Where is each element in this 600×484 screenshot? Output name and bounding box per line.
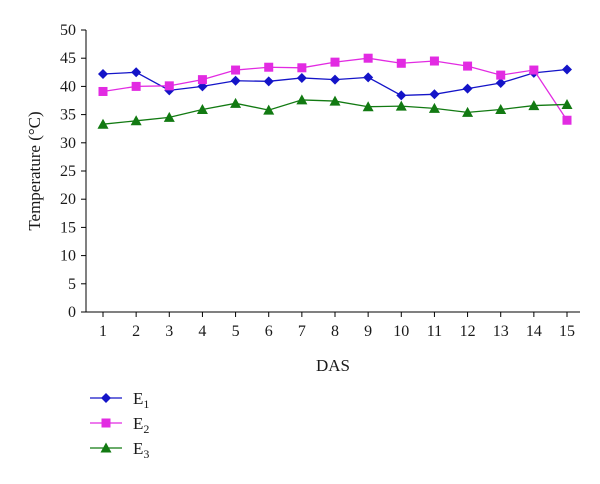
x-tick-label: 5 <box>232 323 240 340</box>
legend-marker <box>101 418 111 428</box>
legend-item-e3: E3 <box>90 439 149 461</box>
data-point <box>562 64 572 75</box>
data-point <box>395 100 407 111</box>
data-point <box>98 68 108 79</box>
x-tick-label: 6 <box>265 323 273 340</box>
legend-marker <box>101 393 111 403</box>
data-point <box>396 90 407 101</box>
legend-label: E1 <box>133 389 149 411</box>
data-point <box>196 104 208 115</box>
y-tick-label: 45 <box>60 50 76 67</box>
data-point <box>495 104 507 115</box>
series-e3 <box>97 94 573 129</box>
y-axis-title: Temperature (°C) <box>25 111 44 230</box>
y-tick-label: 40 <box>60 78 76 95</box>
y-axis-ticks: 0 5 10 15 20 25 30 35 40 45 50 <box>60 22 86 321</box>
series-e2 <box>98 53 572 125</box>
data-point <box>296 72 307 83</box>
x-tick-label: 2 <box>132 323 140 340</box>
data-point <box>130 115 142 126</box>
data-point <box>562 115 572 125</box>
data-point <box>231 65 241 75</box>
chart-axes: 1 2 3 4 5 6 7 8 9 10 11 12 13 14 15 051015202530354045… <box>60 22 580 340</box>
x-tick-label: 11 <box>427 323 442 340</box>
y-tick-label: 35 <box>60 107 76 124</box>
data-point <box>131 67 142 78</box>
data-point <box>495 78 506 89</box>
x-tick-label: 8 <box>331 323 339 340</box>
data-point <box>363 72 374 83</box>
data-point <box>330 74 340 85</box>
data-point <box>197 75 207 85</box>
y-tick-label: 50 <box>60 22 76 39</box>
data-point <box>396 58 406 68</box>
x-tick-label: 13 <box>493 323 509 340</box>
data-point <box>264 62 274 72</box>
legend: E1 E2 E3 <box>90 389 149 461</box>
series-layer <box>97 53 573 129</box>
data-point <box>528 100 540 111</box>
data-point <box>230 97 242 108</box>
data-point <box>496 70 506 80</box>
data-point <box>561 98 573 109</box>
data-point <box>428 102 440 113</box>
data-point <box>429 89 440 100</box>
data-point <box>462 106 474 117</box>
data-point <box>429 56 439 66</box>
x-axis-ticks: 1 2 3 4 5 6 7 8 9 10 11 12 13 14 15 <box>99 312 575 340</box>
data-point <box>363 53 373 63</box>
y-tick-label: 15 <box>60 219 76 236</box>
x-tick-label: 3 <box>165 323 173 340</box>
data-point <box>463 61 473 71</box>
x-tick-label: 12 <box>460 323 476 340</box>
data-point <box>263 104 275 115</box>
data-point <box>329 95 341 106</box>
data-point <box>230 75 241 86</box>
y-tick-label: 10 <box>60 248 76 265</box>
legend-label: E2 <box>133 414 149 436</box>
data-point <box>131 81 141 91</box>
x-tick-label: 7 <box>298 323 306 340</box>
data-point <box>263 76 274 87</box>
data-point <box>164 81 174 91</box>
data-point <box>297 63 307 73</box>
x-tick-label: 4 <box>198 323 206 340</box>
legend-label: E3 <box>133 439 149 461</box>
y-tick-label: 30 <box>60 135 76 152</box>
data-point <box>330 57 340 67</box>
series-e1 <box>98 64 572 101</box>
data-point <box>97 118 109 129</box>
data-point <box>462 83 473 94</box>
legend-item-e1: E1 <box>90 389 149 411</box>
x-tick-label: 15 <box>559 323 575 340</box>
x-tick-label: 10 <box>393 323 409 340</box>
x-axis-title: DAS <box>316 356 350 375</box>
x-tick-label: 1 <box>99 323 107 340</box>
data-point <box>163 111 175 122</box>
data-point <box>98 86 108 96</box>
data-point <box>296 94 308 105</box>
y-tick-label: 5 <box>68 276 76 293</box>
y-tick-label: 20 <box>60 191 76 208</box>
legend-marker <box>100 442 112 453</box>
legend-item-e2: E2 <box>90 414 149 436</box>
y-tick-label: 25 <box>60 163 76 180</box>
data-point <box>362 101 374 112</box>
data-point <box>529 65 539 75</box>
y-tick-label: 0 <box>68 304 76 321</box>
x-tick-label: 14 <box>526 323 542 340</box>
x-tick-label: 9 <box>364 323 372 340</box>
